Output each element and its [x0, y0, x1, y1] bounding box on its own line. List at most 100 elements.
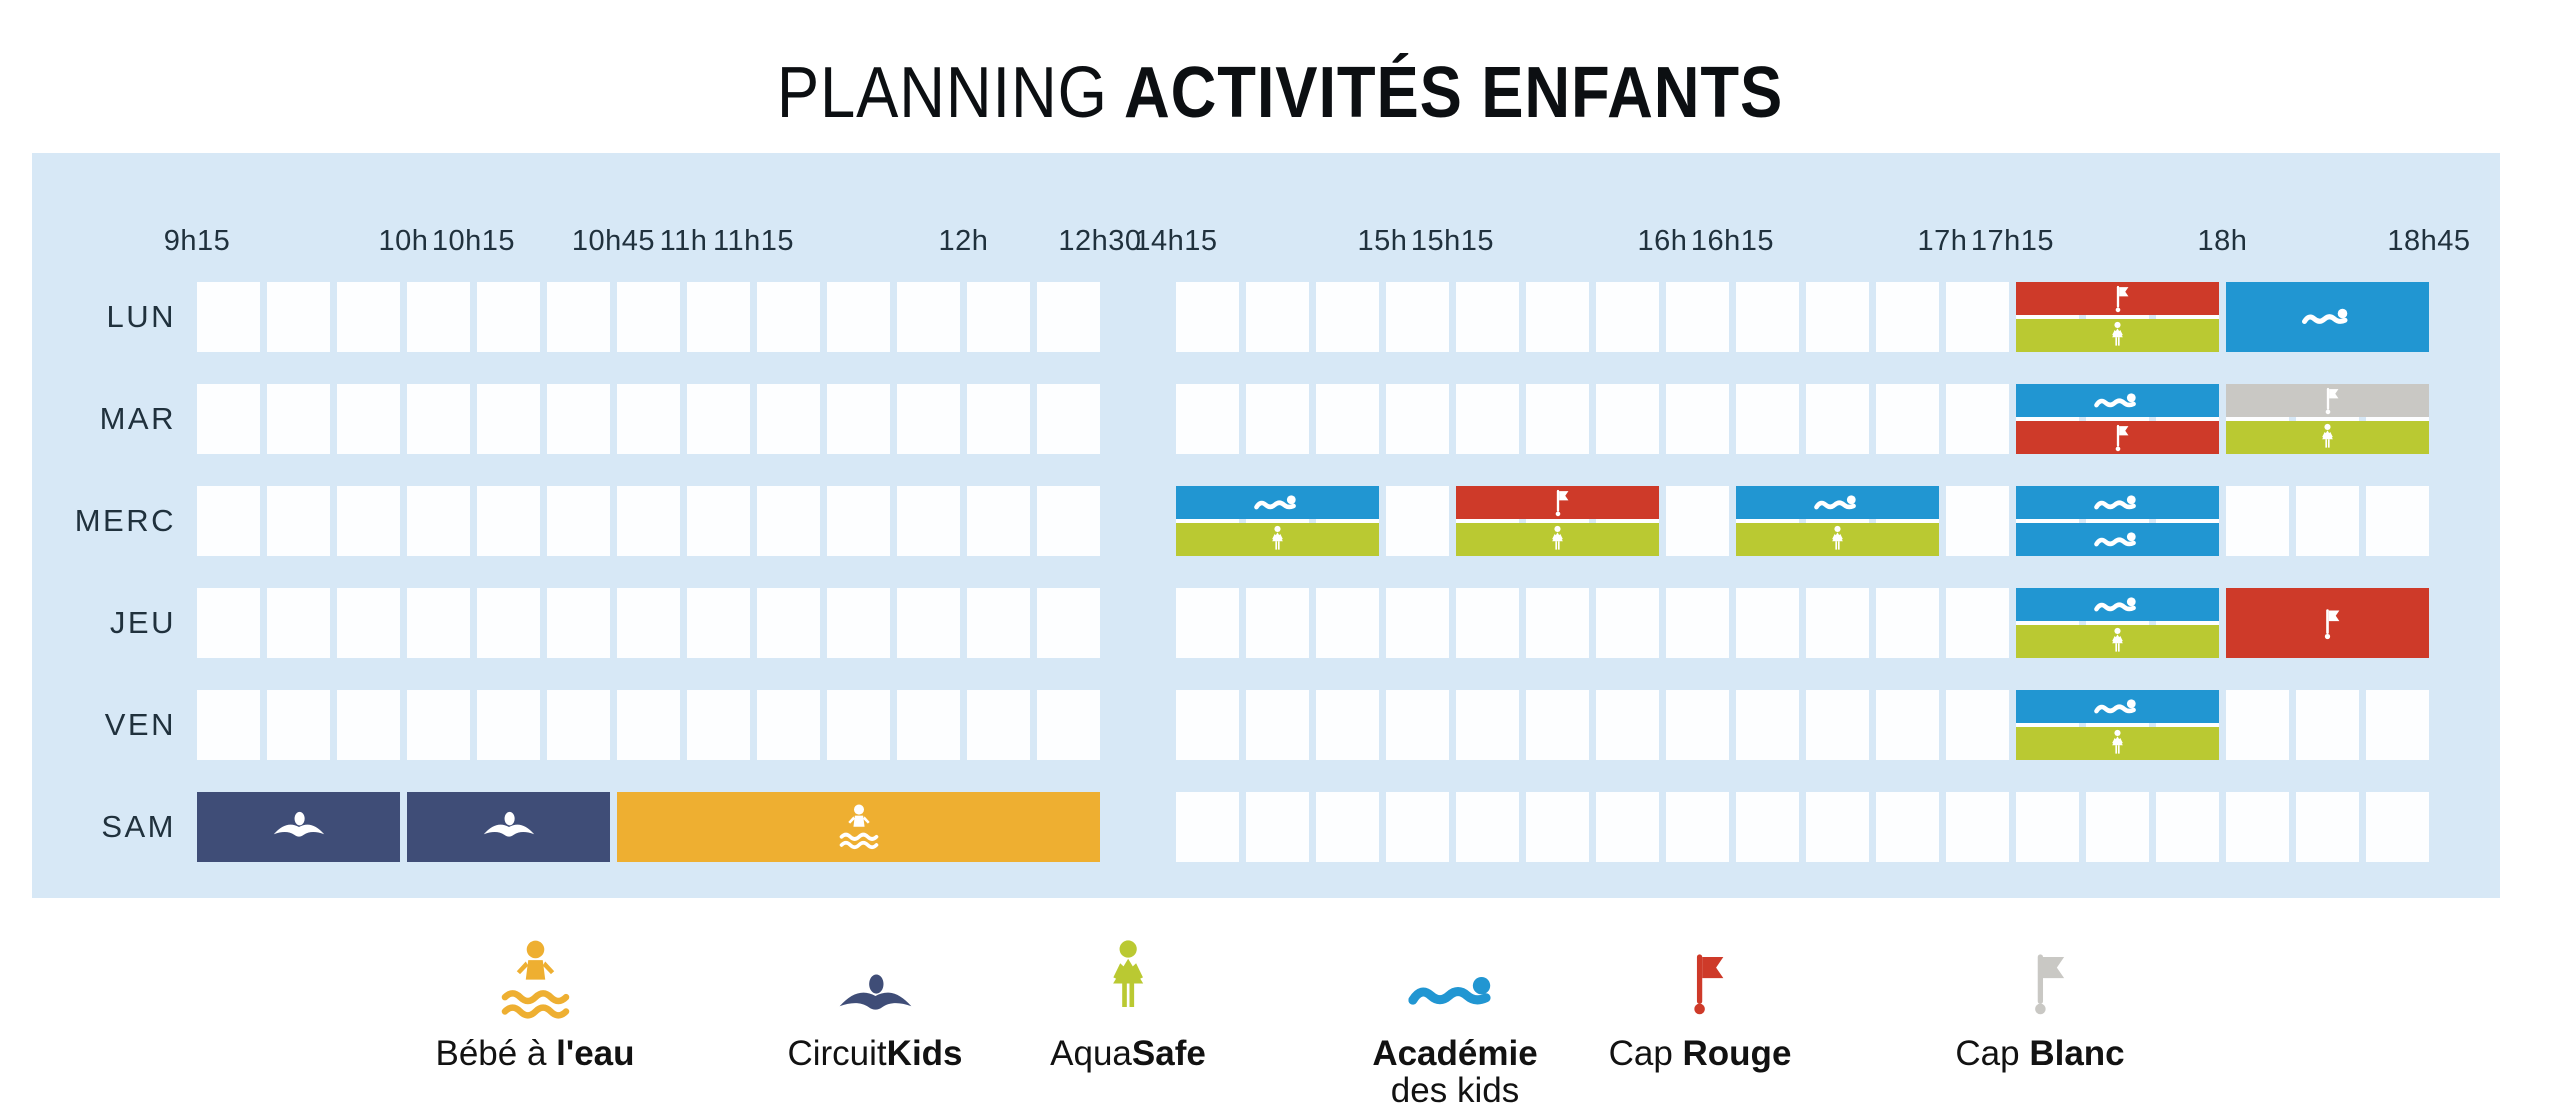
grid-cell — [617, 690, 680, 760]
grid-cell — [547, 384, 610, 454]
activity-slot — [1736, 486, 1939, 519]
activity-slot — [2226, 384, 2429, 417]
activity-block — [407, 792, 610, 862]
time-label-16h: 16h — [1637, 225, 1688, 257]
page-title-bold: ACTIVITÉS ENFANTS — [1123, 53, 1784, 134]
grid-cell — [477, 486, 540, 556]
time-label-17h15: 17h15 — [1970, 225, 2055, 257]
grid-cell — [267, 384, 330, 454]
grid-cell — [547, 282, 610, 352]
grid-cell — [1037, 588, 1100, 658]
grid-cell — [407, 282, 470, 352]
grid-cell — [757, 282, 820, 352]
legend-label-line: CircuitKids — [787, 1034, 963, 1073]
grid-cell — [1246, 588, 1309, 658]
legend-icon-box — [1372, 938, 1537, 1022]
grid-cell — [1596, 792, 1659, 862]
swimmer-crawl-icon — [2092, 492, 2144, 514]
activity-block — [197, 792, 400, 862]
grid-cell — [407, 384, 470, 454]
grid-cell — [827, 282, 890, 352]
grid-cell — [337, 384, 400, 454]
day-label-ven: VEN — [104, 707, 176, 742]
grid-cell — [197, 282, 260, 352]
grid-cell — [757, 588, 820, 658]
grid-cell — [1176, 792, 1239, 862]
activity-slot — [2016, 282, 2219, 315]
grid-cell — [1456, 588, 1519, 658]
person-icon — [2107, 321, 2128, 351]
activity-block — [2016, 384, 2219, 454]
legend-label: Cap Blanc — [1955, 1036, 2124, 1071]
grid-cell — [1736, 792, 1799, 862]
day-label-mar: MAR — [99, 401, 176, 436]
time-label-17h: 17h — [1917, 225, 1968, 257]
grid-cell — [897, 282, 960, 352]
activity-block — [617, 792, 1100, 862]
grid-cell — [1876, 690, 1939, 760]
time-label-12h: 12h — [938, 225, 989, 257]
grid-cell — [477, 384, 540, 454]
activity-block — [1456, 486, 1659, 556]
grid-cell — [1386, 384, 1449, 454]
grid-cell — [1806, 282, 1869, 352]
grid-cell — [1246, 282, 1309, 352]
grid-cell — [897, 486, 960, 556]
activity-block — [2226, 282, 2429, 352]
swimmer-crawl-icon — [2300, 305, 2356, 329]
legend-item-3: AquaSafe — [1050, 938, 1206, 1071]
activity-slot — [2016, 625, 2219, 658]
activity-slot — [2226, 421, 2429, 454]
grid-cell — [1526, 384, 1589, 454]
grid-cell — [897, 588, 960, 658]
person-icon — [1267, 525, 1288, 555]
legend-item-6: Cap Blanc — [1955, 938, 2125, 1071]
grid-cell — [1736, 588, 1799, 658]
time-label-18h: 18h — [2197, 225, 2248, 257]
grid-cell — [1386, 486, 1449, 556]
legend-item-4: Académie des kids — [1372, 938, 1538, 1108]
grid-cell — [1596, 384, 1659, 454]
time-label-18h45: 18h45 — [2387, 225, 2471, 257]
time-label-11h15: 11h15 — [713, 225, 794, 257]
legend-item-5: Cap Rouge — [1609, 938, 1792, 1071]
grid-cell — [1386, 792, 1449, 862]
grid-cell — [1596, 282, 1659, 352]
grid-cell — [337, 282, 400, 352]
person-icon — [2317, 423, 2338, 453]
grid-cell — [1666, 282, 1729, 352]
activity-block — [2016, 282, 2219, 352]
grid-cell — [1456, 792, 1519, 862]
grid-cell — [617, 384, 680, 454]
legend-icon-box — [1609, 938, 1792, 1022]
time-label-14h15: 14h15 — [1134, 225, 1218, 257]
grid-cell — [687, 486, 750, 556]
activity-block — [1736, 486, 1939, 556]
swimmer-breast-icon — [480, 809, 538, 845]
day-label-sam: SAM — [101, 809, 176, 844]
activity-block — [1176, 486, 1379, 556]
grid-cell — [757, 486, 820, 556]
legend-label: Cap Rouge — [1609, 1036, 1792, 1071]
flag-icon — [1546, 488, 1570, 517]
grid-cell — [1876, 282, 1939, 352]
flag-icon — [2106, 423, 2130, 452]
grid-cell — [2296, 792, 2359, 862]
grid-cell — [1456, 384, 1519, 454]
activity-slot — [2016, 319, 2219, 352]
grid-cell — [1037, 690, 1100, 760]
swimmer-crawl-icon — [1812, 492, 1864, 514]
person-icon — [1827, 525, 1848, 555]
grid-cell — [1666, 486, 1729, 556]
swimmer-breast-icon — [270, 809, 328, 845]
activity-slot — [617, 792, 1100, 862]
grid-cell — [1666, 690, 1729, 760]
grid-cell — [1386, 588, 1449, 658]
grid-cell — [967, 690, 1030, 760]
legend-item-2: CircuitKids — [787, 938, 963, 1073]
grid-cell — [827, 384, 890, 454]
grid-cell — [2366, 486, 2429, 556]
grid-cell — [1666, 588, 1729, 658]
grid-cell — [2016, 792, 2079, 862]
grid-cell — [337, 690, 400, 760]
